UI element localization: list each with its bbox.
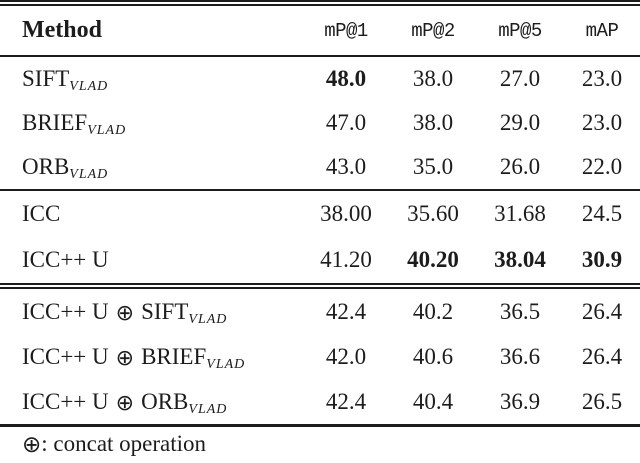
value-cell: 41.20	[320, 247, 372, 272]
table-row: ICC++ U ⊕ BRIEFVLAD 42.0 40.6 36.6 26.4	[0, 334, 640, 379]
method-name: BRIEF	[141, 343, 207, 369]
table-header-row: Method mP@1 mP@2 mP@5 mAP	[0, 6, 640, 55]
value-cell: 36.6	[499, 343, 541, 369]
value-cell: 42.0	[325, 343, 367, 369]
method-name: SIFT	[22, 66, 70, 91]
column-header-mp5: mP@5	[498, 19, 542, 42]
value-cell: 38.0	[412, 66, 454, 91]
value-cell: 35.60	[407, 201, 459, 226]
oplus-icon: ⊕	[115, 390, 135, 416]
value-cell: 38.00	[320, 201, 372, 226]
method-prefix: ICC++ U	[22, 298, 109, 324]
table-row: ICC++ U ⊕ ORBVLAD 42.4 40.4 36.9 26.5	[0, 379, 640, 424]
top-rule-inner	[0, 4, 640, 6]
value-cell: 36.5	[499, 298, 541, 324]
value-cell: 30.9	[581, 247, 623, 272]
value-cell: 40.20	[407, 247, 459, 272]
method-subscript: VLAD	[188, 401, 228, 417]
oplus-icon: ⊕	[115, 300, 135, 326]
value-cell: 26.4	[581, 298, 623, 324]
value-cell: 23.0	[581, 110, 623, 135]
value-cell: 40.2	[412, 298, 454, 324]
value-cell: 42.4	[325, 298, 367, 324]
column-header-mp1: mP@1	[324, 19, 368, 42]
oplus-icon: ⊕	[22, 431, 42, 458]
oplus-icon: ⊕	[115, 345, 135, 371]
value-cell: 48.0	[325, 66, 367, 91]
method-subscript: VLAD	[206, 356, 246, 372]
method-subscript: VLAD	[69, 167, 109, 182]
value-cell: 23.0	[581, 66, 623, 91]
value-cell: 47.0	[325, 110, 367, 135]
method-prefix: ICC++ U	[22, 388, 109, 414]
table-row: BRIEFVLAD 47.0 38.0 29.0 23.0	[0, 101, 640, 145]
method-cell: BRIEFVLAD	[22, 110, 302, 138]
table-row: ICC 38.00 35.60 31.68 24.5	[0, 191, 640, 237]
value-cell: 26.5	[581, 388, 623, 414]
table-footnote: ⊕: concat operation	[0, 427, 640, 460]
value-cell: 38.04	[494, 247, 546, 272]
method-cell: ICC++ U ⊕ BRIEFVLAD	[22, 343, 302, 372]
method-cell: ORBVLAD	[22, 154, 302, 182]
method-subscript: VLAD	[69, 79, 109, 94]
column-header-map: mAP	[585, 19, 619, 42]
value-cell: 35.0	[412, 154, 454, 179]
value-cell: 22.0	[581, 154, 623, 179]
method-name: BRIEF	[22, 110, 88, 135]
method-subscript: VLAD	[188, 311, 228, 327]
value-cell: 31.68	[494, 201, 546, 226]
value-cell: 40.6	[412, 343, 454, 369]
method-cell: ICC	[22, 201, 302, 227]
group-icc: ICC 38.00 35.60 31.68 24.5 ICC++ U 41.20…	[0, 191, 640, 283]
value-cell: 42.4	[325, 388, 367, 414]
method-prefix: ICC++ U	[22, 343, 109, 369]
value-cell: 27.0	[499, 66, 541, 91]
column-header-method: Method	[22, 17, 102, 43]
value-cell: 38.0	[412, 110, 454, 135]
method-cell: ICC++ U ⊕ ORBVLAD	[22, 388, 302, 417]
table-row: ICC++ U ⊕ SIFTVLAD 42.4 40.2 36.5 26.4	[0, 289, 640, 334]
value-cell: 24.5	[581, 201, 623, 226]
method-name: ORB	[22, 154, 70, 179]
top-rule-outer	[0, 0, 640, 2]
bottom-rule	[0, 424, 640, 427]
method-name: ORB	[141, 388, 189, 414]
table-row: SIFTVLAD 48.0 38.0 27.0 23.0	[0, 57, 640, 101]
table-row: ICC++ U 41.20 40.20 38.04 30.9	[0, 237, 640, 283]
group-vlad-baselines: SIFTVLAD 48.0 38.0 27.0 23.0 BRIEFVLAD 4…	[0, 57, 640, 189]
table-row: ORBVLAD 43.0 35.0 26.0 22.0	[0, 145, 640, 189]
value-cell: 43.0	[325, 154, 367, 179]
method-name: SIFT	[141, 298, 189, 324]
method-cell: ICC++ U ⊕ SIFTVLAD	[22, 298, 302, 327]
group-concat: ICC++ U ⊕ SIFTVLAD 42.4 40.2 36.5 26.4 ICC…	[0, 289, 640, 424]
double-rule-lower	[0, 287, 640, 289]
method-cell: ICC++ U	[22, 247, 302, 273]
value-cell: 26.4	[581, 343, 623, 369]
method-cell: SIFTVLAD	[22, 66, 302, 94]
value-cell: 40.4	[412, 388, 454, 414]
method-subscript: VLAD	[87, 123, 127, 138]
header-divider-rule	[0, 55, 640, 57]
value-cell: 29.0	[499, 110, 541, 135]
method-name: ICC++ U	[22, 247, 109, 272]
group-divider-rule	[0, 189, 640, 191]
value-cell: 26.0	[499, 154, 541, 179]
column-header-mp2: mP@2	[411, 19, 455, 42]
footnote-text: : concat operation	[41, 430, 207, 456]
method-name: ICC	[22, 201, 61, 226]
value-cell: 36.9	[499, 388, 541, 414]
double-rule-upper	[0, 283, 640, 285]
